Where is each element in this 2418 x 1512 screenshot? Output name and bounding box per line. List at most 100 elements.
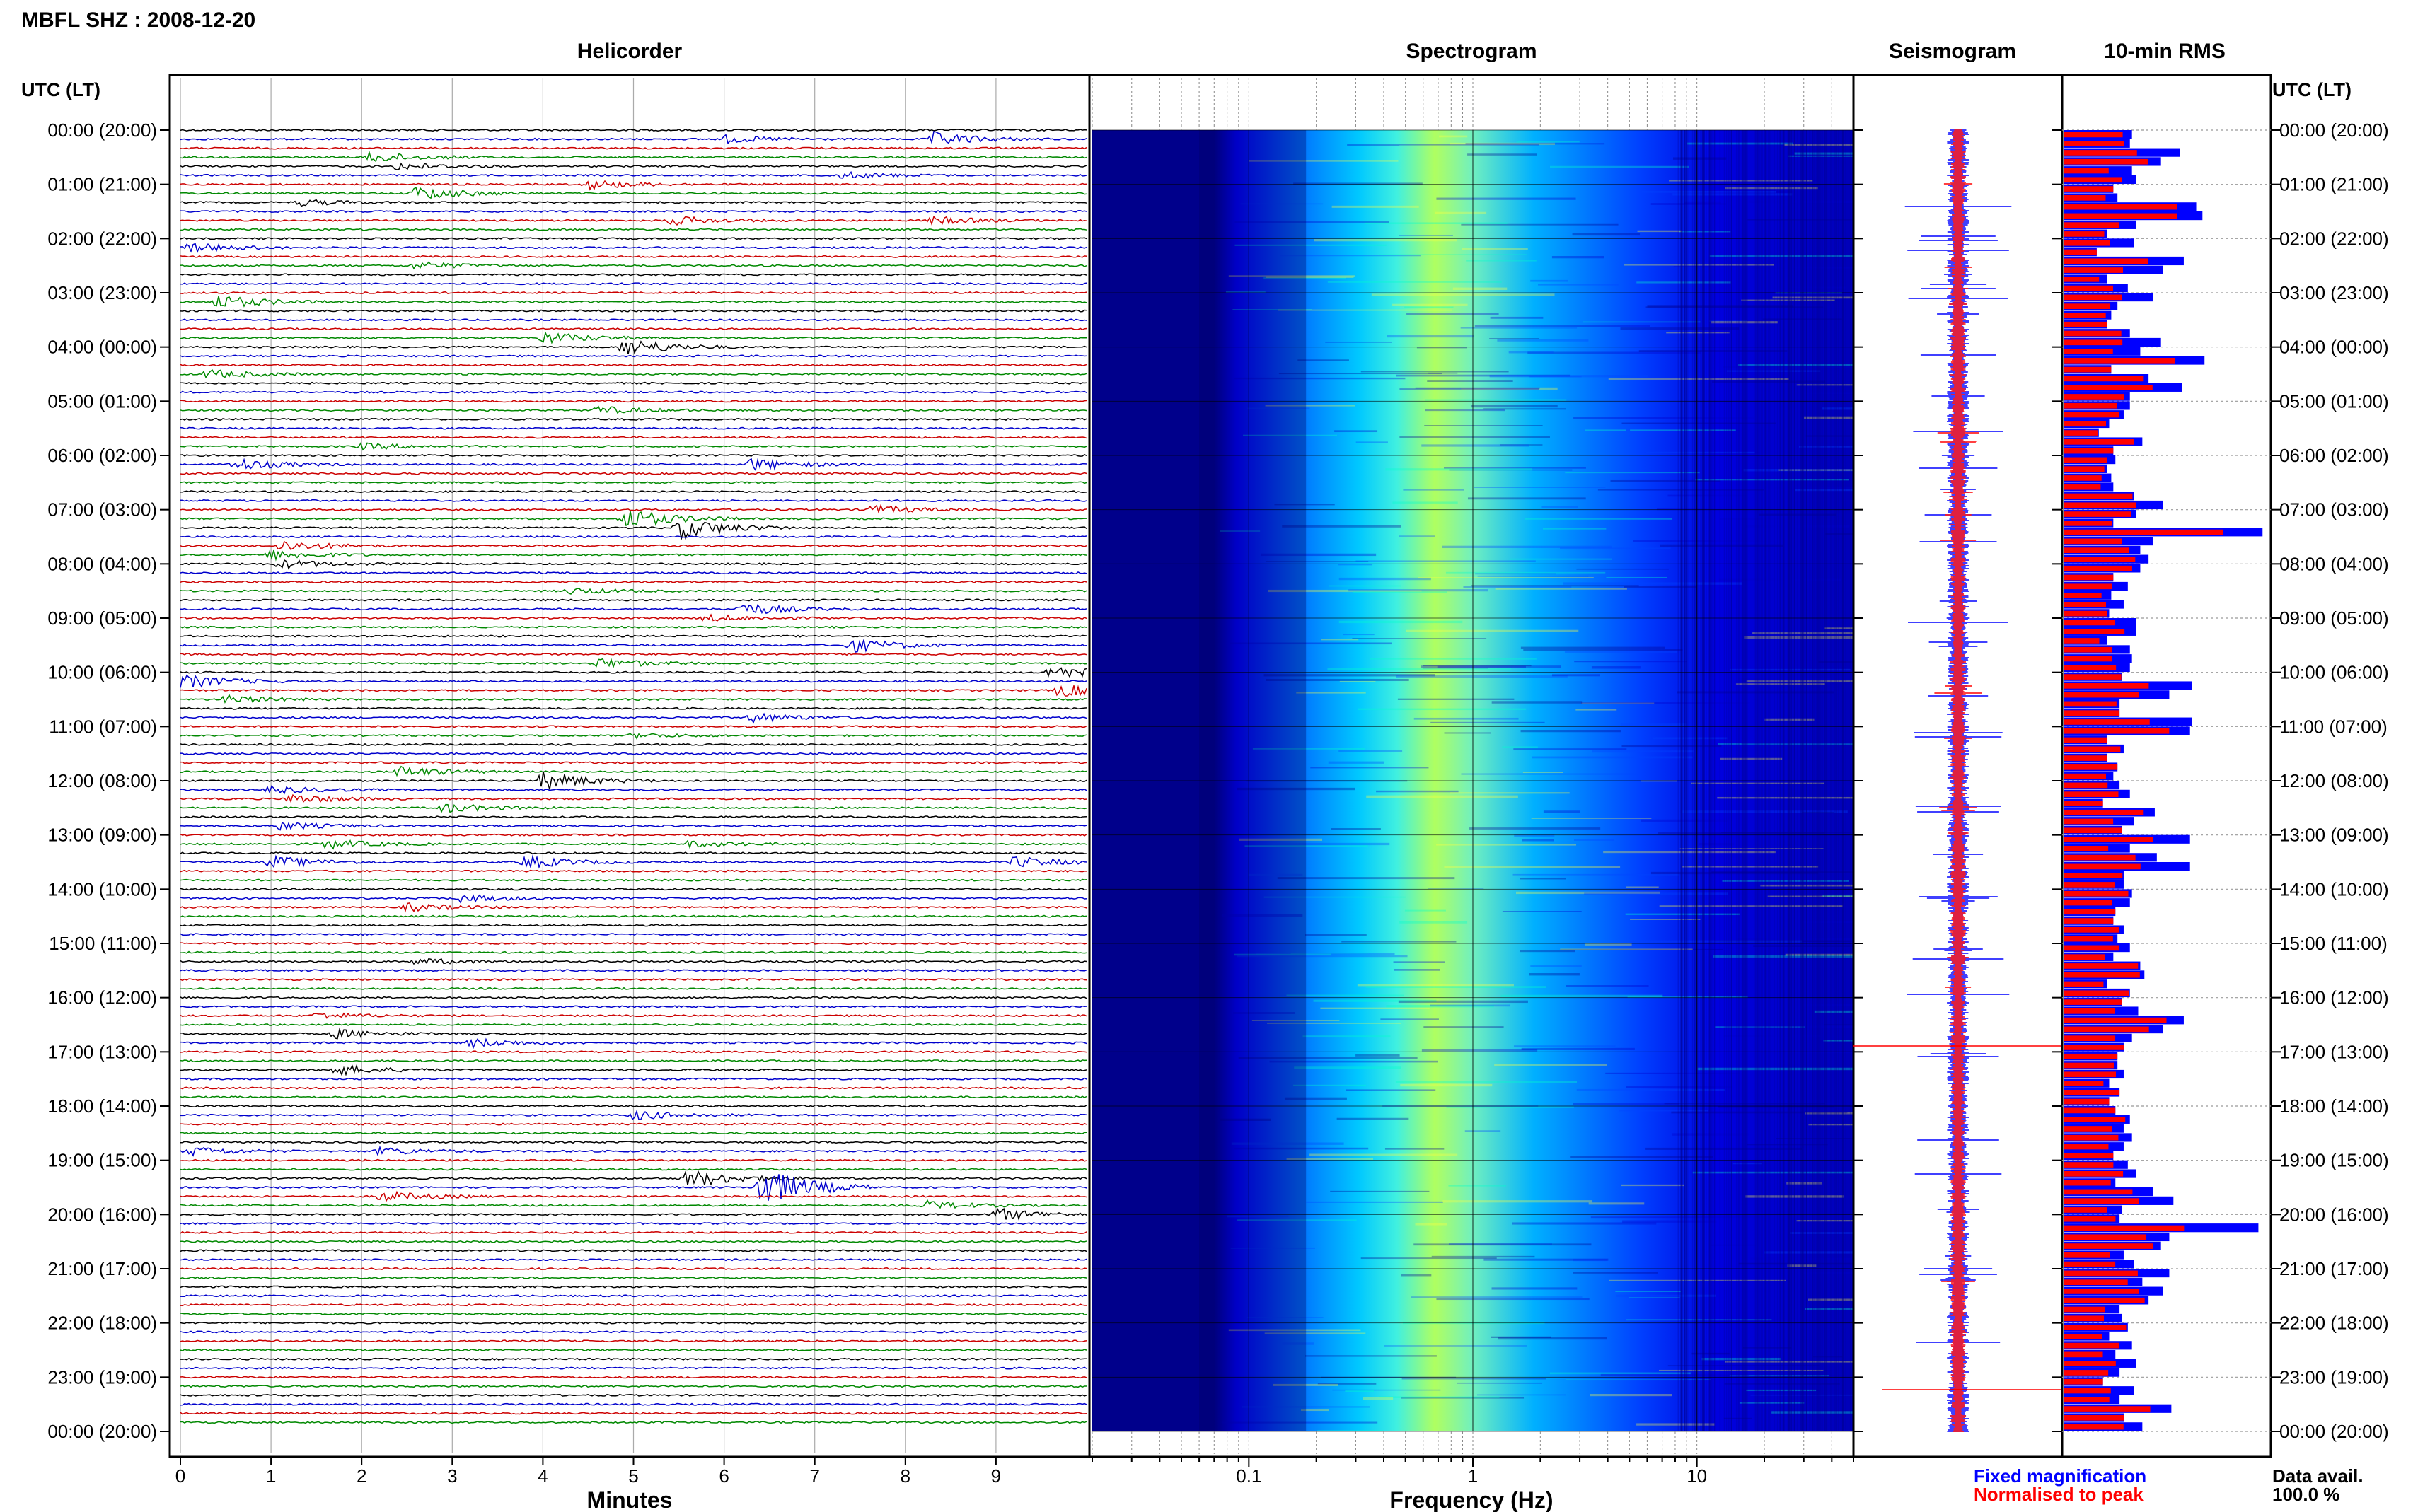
spectrogram-streak — [1297, 359, 1349, 361]
spectrogram-streak — [1461, 223, 1619, 226]
rms-bar-normalised — [2064, 1189, 2133, 1195]
spectrogram-streak — [1439, 135, 1468, 138]
spectrogram-streak — [1775, 487, 1919, 489]
spectrogram-streak — [1631, 940, 1803, 943]
helicorder-trace — [180, 199, 1087, 207]
hour-label-right: 00:00 (20:00) — [2279, 1421, 2389, 1442]
rms-bar-normalised — [2064, 168, 2109, 174]
seismogram-ticks — [1853, 129, 2062, 1432]
rms-bar-normalised — [2064, 484, 2101, 490]
spectrogram-streak — [1475, 573, 1556, 575]
hour-label-left: 04:00 (00:00) — [47, 337, 157, 358]
spectrogram-streak — [1803, 416, 1895, 419]
helicorder-trace — [180, 309, 1087, 313]
rms-bar-normalised — [2064, 538, 2122, 545]
helicorder-trace — [180, 674, 1087, 688]
minute-tick-label: 4 — [538, 1465, 548, 1487]
spectrogram-streak — [1277, 877, 1455, 880]
rms-bar-normalised — [2064, 267, 2124, 273]
spectrogram-streak — [1444, 732, 1491, 734]
spectrogram-streak — [1745, 525, 1850, 528]
spectrogram-streak — [1520, 950, 1575, 953]
spectrogram-streak — [1461, 773, 1641, 775]
spectrogram-streak — [1263, 896, 1406, 898]
rms-bar-normalised — [2064, 132, 2123, 138]
spectrogram-streak — [1681, 810, 1848, 813]
spectrogram-streak — [1697, 1067, 1862, 1071]
spectrogram-streak — [1448, 1185, 1507, 1187]
spectrogram-streak — [1249, 160, 1399, 162]
spectrogram-streak — [1520, 730, 1621, 733]
spectrogram-streak — [1461, 387, 1558, 390]
spectrogram-streak — [1325, 341, 1392, 343]
spectrogram-streak — [1709, 255, 1853, 258]
helicorder-trace — [180, 273, 1087, 277]
spectrogram-streak — [1442, 545, 1612, 549]
spectrogram-streak — [1529, 973, 1580, 976]
rms-bar-normalised — [2064, 909, 2116, 915]
spectrogram-streak — [1265, 405, 1355, 407]
spectrogram-streak — [1605, 1072, 1740, 1074]
spectrogram-streak — [1355, 441, 1388, 443]
helicorder-trace — [180, 481, 1087, 484]
hour-label-right: 07:00 (03:00) — [2279, 499, 2389, 521]
rms-bar-normalised — [2064, 1342, 2119, 1349]
spectrogram-streak — [1718, 578, 1841, 581]
rms-bar-normalised — [2064, 285, 2113, 291]
helicorder-trace — [180, 1145, 1087, 1157]
spectrogram-streak — [1563, 582, 1742, 585]
helicorder-trace — [180, 725, 1087, 728]
rms-bar-normalised — [2064, 1062, 2114, 1069]
legend-normalised-to-peak: Normalised to peak — [1974, 1484, 2144, 1505]
helicorder-trace — [180, 854, 1087, 869]
rms-bar-normalised — [2064, 1171, 2124, 1177]
spectrogram-streak — [1737, 364, 1853, 366]
hour-label-left: 12:00 (08:00) — [47, 770, 157, 791]
spectrogram-streak — [1641, 819, 1728, 822]
helicorder-trace — [180, 369, 1087, 379]
spectrogram-streak — [1424, 425, 1543, 426]
hour-label-right: 13:00 (09:00) — [2279, 825, 2389, 846]
spectrogram-streak — [1449, 469, 1573, 471]
helicorder-trace — [180, 559, 1087, 570]
helicorder-trace — [180, 706, 1087, 710]
spectrogram-streak — [1489, 375, 1648, 378]
spectrogram-streak — [1491, 1287, 1578, 1290]
spectrogram-streak — [1427, 380, 1513, 382]
helicorder-trace — [180, 785, 1087, 795]
rms-bar-normalised — [2064, 1361, 2116, 1366]
spectrogram-streak — [1464, 1130, 1501, 1132]
spectrogram-streak — [1679, 848, 1824, 849]
spectrogram-streak — [1786, 1182, 1822, 1185]
spectrogram-streak — [1743, 469, 1870, 472]
spectrogram-streak — [1715, 1026, 1805, 1028]
spectrogram-streak — [1627, 996, 1748, 998]
spectrogram-streak — [1624, 263, 1774, 266]
spectrogram-streak — [1392, 303, 1468, 306]
spectrogram-streak — [1543, 810, 1580, 813]
rms-bar-normalised — [2064, 1378, 2103, 1385]
helicorder-trace — [180, 327, 1087, 331]
spectrogram-streak — [1251, 1020, 1340, 1021]
spectrogram-streak — [1305, 934, 1367, 936]
spectrogram-streak — [1228, 275, 1355, 277]
spectrogram-streak — [1363, 1397, 1394, 1400]
spectrogram-streak — [1620, 327, 1740, 330]
spectrogram-streak — [1735, 683, 1826, 685]
spectrogram-streak — [1243, 434, 1338, 436]
helicorder-trace — [180, 924, 1087, 927]
rms-bar-normalised — [2064, 1053, 2118, 1059]
hour-label-left: 00:00 (20:00) — [47, 1421, 157, 1442]
spectrogram-streak — [1234, 221, 1389, 223]
rms-bar-normalised — [2064, 674, 2122, 680]
spectrogram-streak — [1385, 468, 1533, 471]
helicorder-trace — [180, 588, 1087, 595]
spectrogram-streak — [1508, 351, 1554, 354]
helicorder-trace — [180, 634, 1087, 638]
spectrogram-streak — [1619, 1110, 1708, 1112]
spectrogram-streak — [1785, 953, 1886, 956]
spectrogram-streak — [1421, 665, 1561, 668]
spectrogram-streak — [1331, 828, 1381, 830]
spectrogram-streak — [1274, 504, 1335, 506]
spectrogram-streak — [1400, 1083, 1493, 1087]
